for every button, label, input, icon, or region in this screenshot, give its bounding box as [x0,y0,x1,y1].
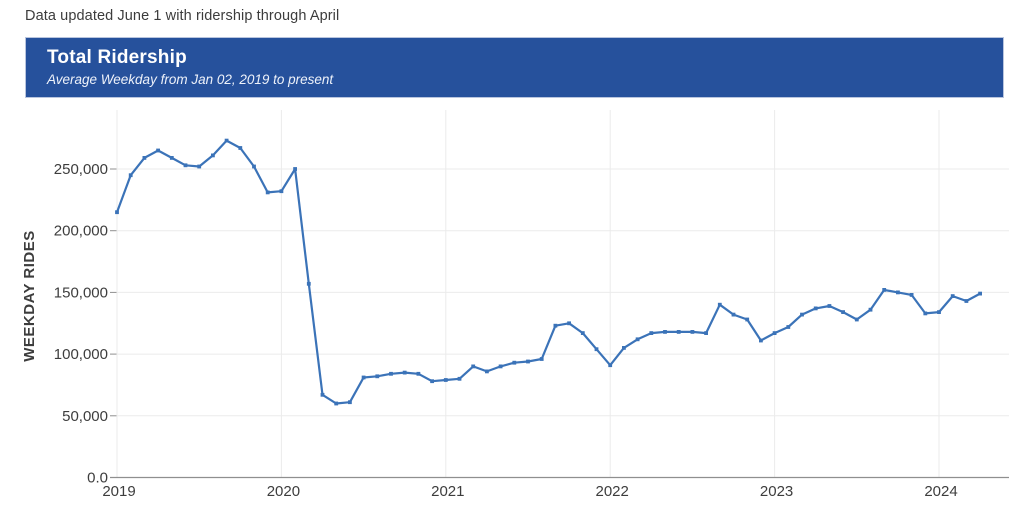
chart-subtitle: Average Weekday from Jan 02, 2019 to pre… [47,71,334,87]
data-point-marker [279,189,284,194]
data-point-marker [909,293,914,297]
data-point-marker [717,302,722,307]
y-tick-label: 200,000 [54,223,108,240]
data-point-marker [772,331,777,335]
data-point-marker [663,330,667,334]
data-point-marker [964,299,969,303]
y-tick-label: 50,000 [62,408,108,425]
data-point-marker [471,364,476,369]
chart-title: Total Ridership [47,47,187,68]
data-point-marker [457,376,462,381]
data-point-marker [553,323,558,328]
data-point-marker [306,281,311,286]
data-point-marker [252,164,256,169]
data-point-marker [594,347,599,352]
data-point-marker [402,370,407,375]
data-point-marker [937,310,941,314]
data-point-marker [430,379,434,384]
data-point-marker [334,401,339,406]
data-point-marker [375,374,380,379]
data-point-marker [745,317,750,322]
data-updated-note: Data updated June 1 with ridership throu… [25,8,340,24]
data-point-marker [567,321,571,326]
data-point-marker [813,306,818,311]
grid [116,110,1009,478]
data-point-marker [183,163,188,168]
data-point-marker [156,148,160,153]
x-tick-label: 2023 [760,483,793,500]
data-point-marker [512,360,517,365]
y-tick-label: 150,000 [54,284,108,301]
data-point-marker [416,371,421,376]
data-point-marker [443,378,448,382]
data-point-marker [841,310,845,314]
data-point-marker [950,294,955,298]
data-point-marker [827,304,832,308]
data-point-marker [361,375,366,380]
data-point-marker [238,146,243,150]
data-point-marker [485,369,489,374]
data-point-marker [526,359,530,364]
data-point-marker [320,392,325,397]
data-point-marker [389,371,393,376]
data-point-marker [759,338,763,343]
data-point-marker [978,291,982,296]
data-point-marker [704,331,708,335]
data-point-marker [539,357,544,361]
data-point-marker [690,330,695,334]
data-point-marker [169,156,174,160]
data-point-marker [608,363,613,368]
y-tick-label: 0.0 [87,470,108,487]
data-point-marker [896,290,900,295]
x-tick-label: 2020 [267,483,300,500]
data-point-marker [293,167,297,171]
data-point-marker [498,364,503,369]
data-point-marker [731,312,736,317]
data-point-marker [800,312,804,317]
data-point-marker [868,307,873,312]
data-point-marker [128,173,133,178]
data-point-marker [211,153,215,158]
x-tick-label: 2021 [431,483,464,500]
data-point-marker [622,346,626,350]
data-point-marker [197,164,202,169]
y-axis-title: WEEKDAY RIDES [21,230,38,362]
data-point-marker [882,288,887,292]
y-tick-label: 100,000 [54,346,108,363]
data-point-marker [923,311,928,316]
data-point-marker [580,331,585,335]
data-point-marker [115,210,119,215]
data-point-marker [676,330,681,334]
y-tick-label: 250,000 [54,161,108,178]
x-tick-label: 2019 [102,483,135,500]
data-point-marker [854,317,859,322]
x-tick-label: 2024 [924,483,957,500]
data-point-marker [635,337,640,342]
ridership-line [115,139,982,405]
chart-header-banner: Total Ridership Average Weekday from Jan… [25,37,1004,98]
x-tick-label: 2022 [596,483,629,500]
data-point-marker [348,400,352,405]
data-point-marker [265,190,270,195]
data-point-marker [649,331,654,335]
data-point-markers [115,138,982,406]
data-point-marker [786,325,791,329]
data-point-marker [224,138,229,143]
data-point-marker [142,156,147,160]
